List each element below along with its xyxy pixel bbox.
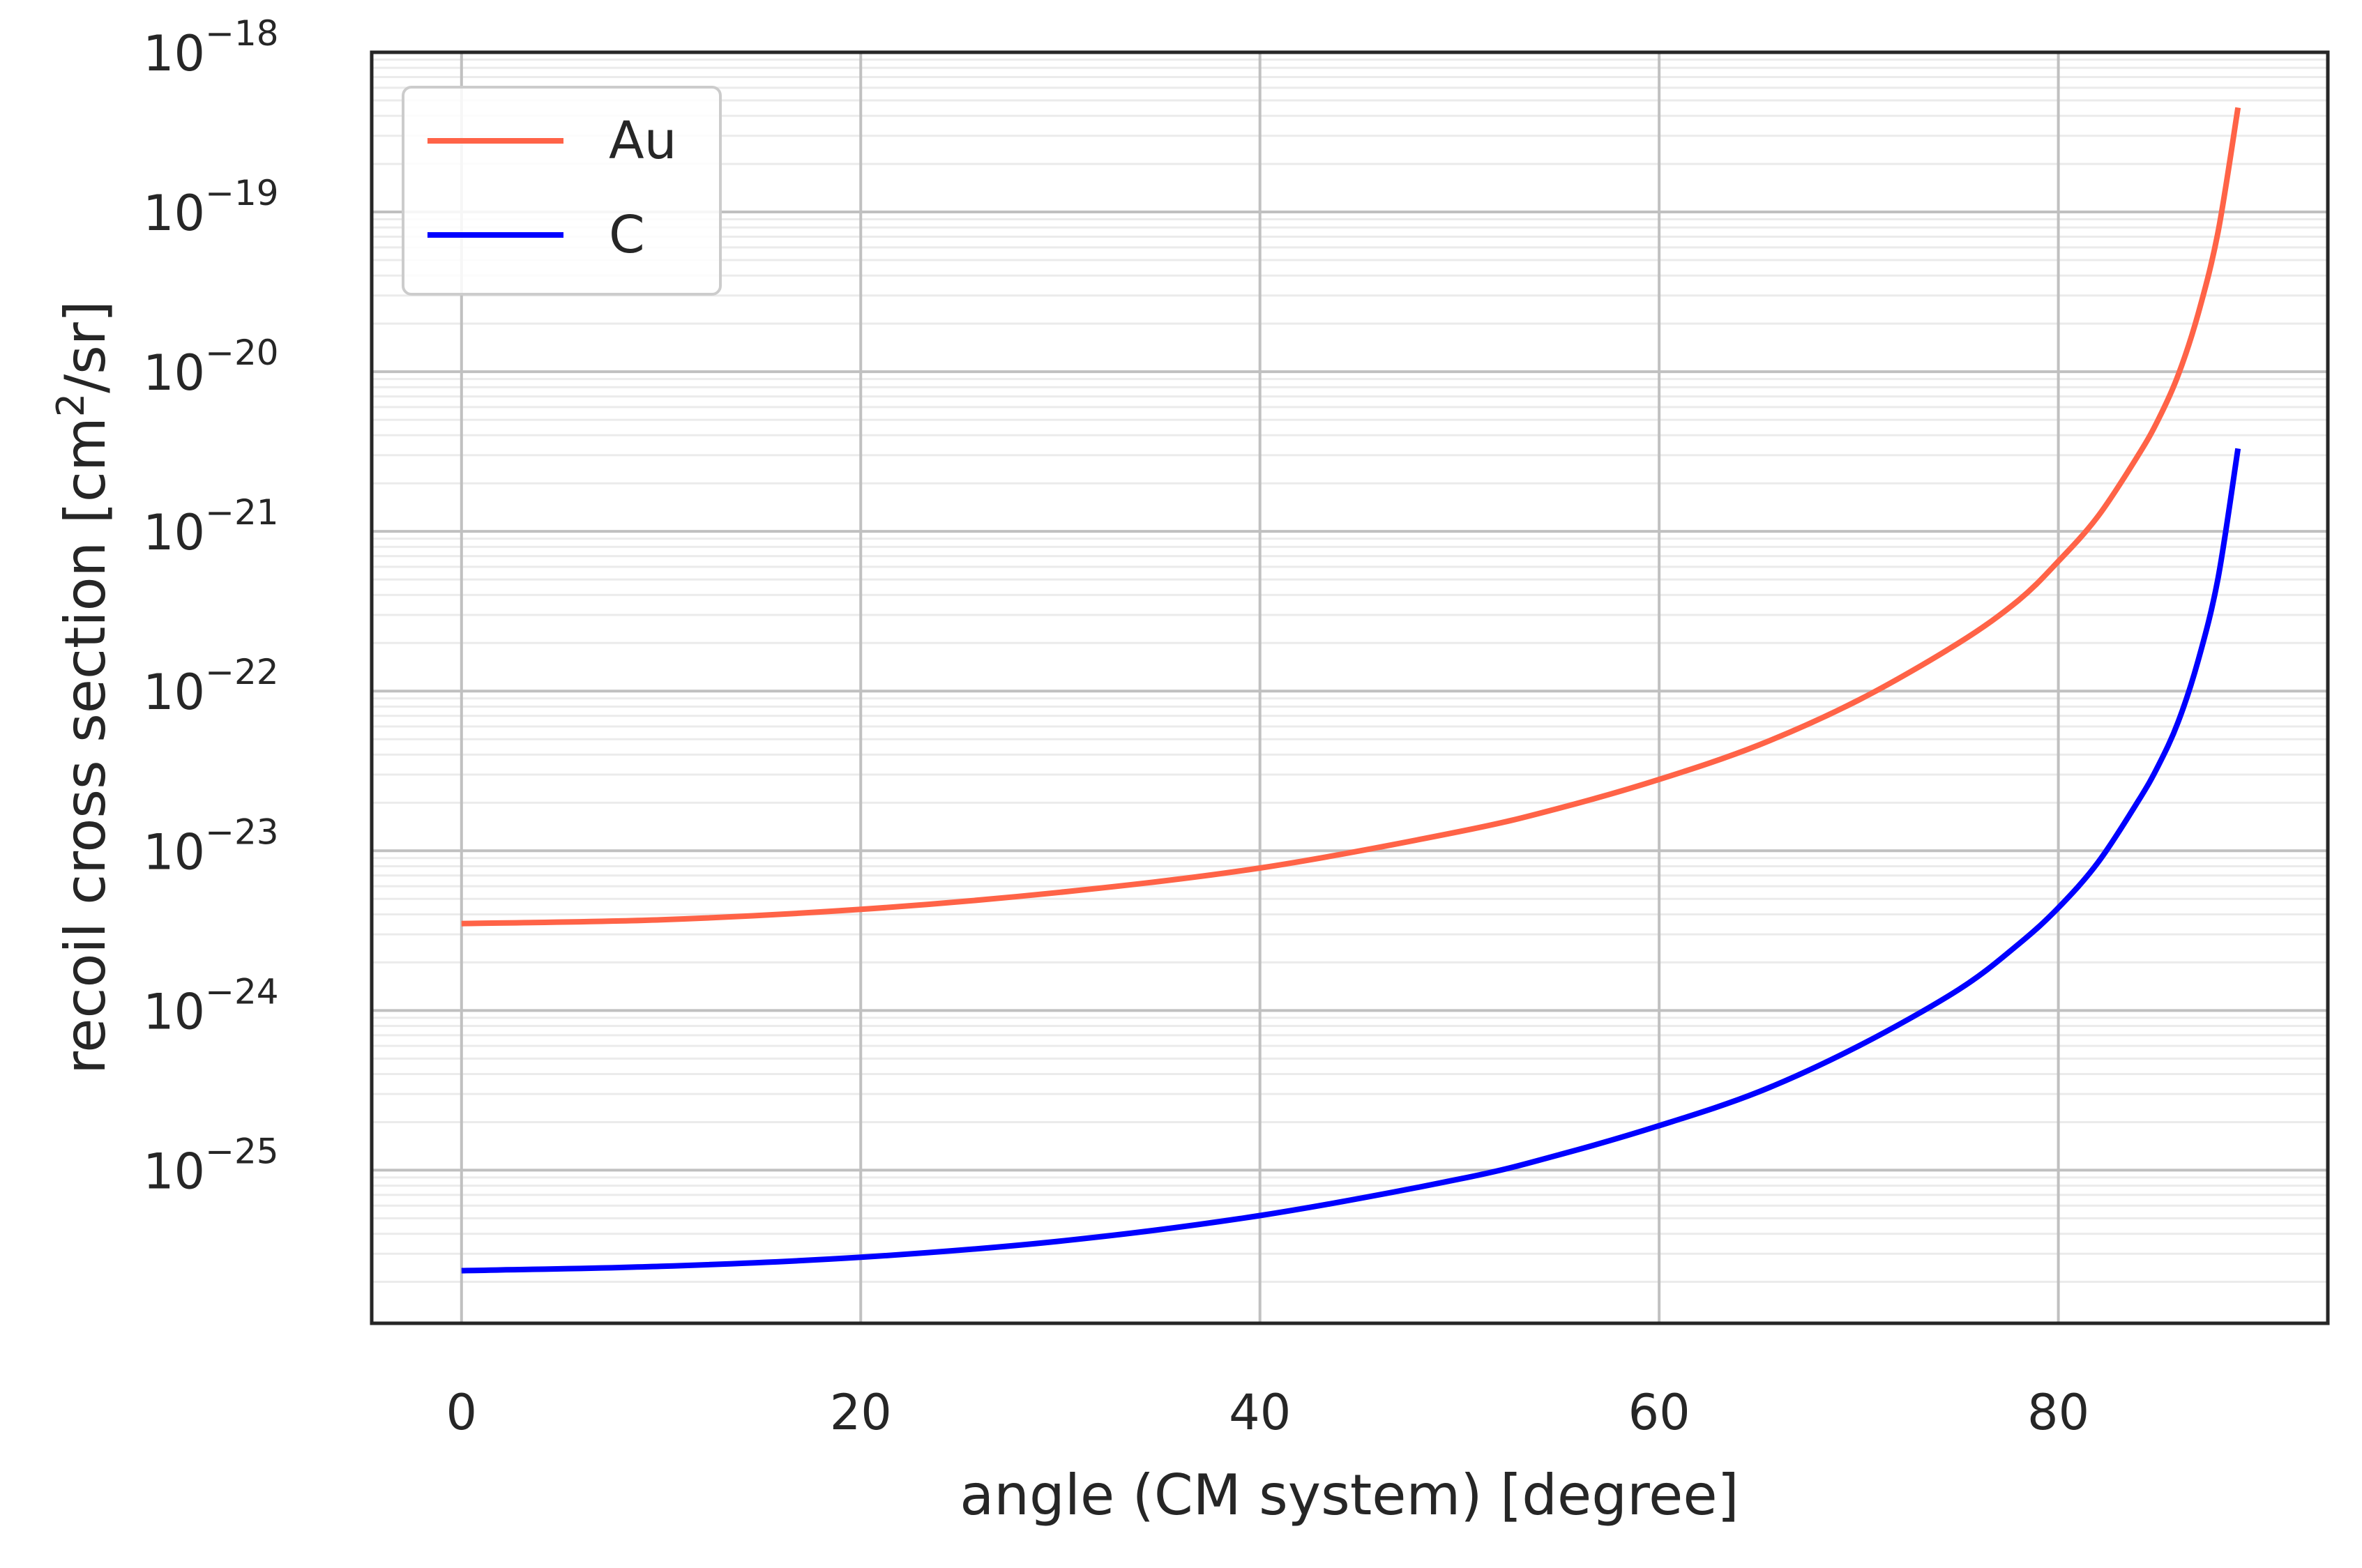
y-tick-base: 10 — [143, 25, 205, 82]
y-tick-label: 10−21 — [143, 492, 279, 561]
x-tick-label: 80 — [2027, 1384, 2089, 1441]
y-tick-exponent: −19 — [205, 173, 279, 213]
y-tick-exponent: −21 — [205, 492, 279, 533]
x-tick-label: 40 — [1229, 1384, 1291, 1441]
y-tick-base: 10 — [143, 983, 205, 1040]
y-tick-label: 10−23 — [143, 812, 279, 881]
y-axis-label-tail: /sr] — [53, 300, 118, 393]
series-lines — [461, 107, 2241, 1274]
y-tick-exponent: −18 — [205, 13, 279, 54]
y-tick-label: 10−18 — [143, 13, 279, 82]
legend-label-c: C — [609, 205, 645, 265]
x-tick-labels: 0 20 40 60 80 — [446, 1384, 2090, 1441]
y-tick-exponent: −22 — [205, 652, 279, 692]
y-tick-exponent: −20 — [205, 333, 279, 373]
plot-frame — [370, 50, 2330, 1325]
x-axis-label: angle (CM system) [degree] — [960, 1463, 1739, 1528]
series-line-au — [461, 107, 2241, 927]
y-tick-exponent: −23 — [205, 812, 279, 852]
y-axis-label-main: recoil cross section [cm — [53, 417, 118, 1074]
legend-label-au: Au — [609, 111, 677, 171]
y-tick-base: 10 — [143, 664, 205, 721]
y-tick-base: 10 — [143, 823, 205, 881]
x-tick-label: 60 — [1628, 1384, 1690, 1441]
y-tick-label: 10−20 — [143, 333, 279, 402]
series-line-c — [461, 448, 2241, 1274]
y-tick-exponent: −25 — [205, 1131, 279, 1171]
y-tick-exponent: −24 — [205, 971, 279, 1012]
y-tick-label: 10−25 — [143, 1131, 279, 1200]
y-tick-label: 10−19 — [143, 173, 279, 242]
y-axis-label: recoil cross section [cm2/sr] — [49, 300, 118, 1074]
y-axis-label-sup: 2 — [49, 393, 93, 417]
y-tick-base: 10 — [143, 1143, 205, 1200]
y-tick-base: 10 — [143, 504, 205, 561]
legend: Au C — [402, 86, 722, 296]
y-tick-base: 10 — [143, 185, 205, 242]
x-tick-label: 0 — [446, 1384, 478, 1441]
y-tick-base: 10 — [143, 344, 205, 402]
x-tick-label: 20 — [830, 1384, 892, 1441]
y-tick-label: 10−24 — [143, 971, 279, 1040]
y-tick-label: 10−22 — [143, 652, 279, 721]
